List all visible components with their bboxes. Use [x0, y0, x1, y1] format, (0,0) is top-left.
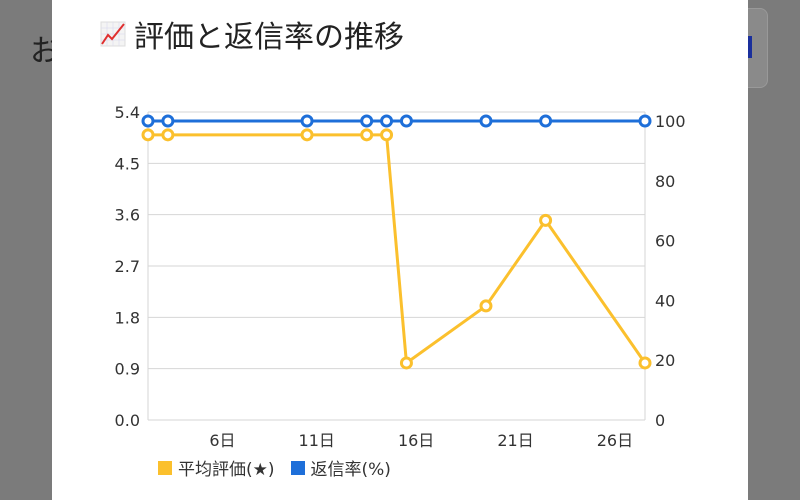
- legend: 平均評価(★) 返信率(%): [158, 455, 391, 480]
- legend-swatch-rating[interactable]: [158, 460, 172, 475]
- y-right-tick-label: 0: [655, 411, 665, 430]
- data-point-reply-rate: [399, 114, 413, 128]
- y-left-tick-label: 0.0: [115, 411, 140, 430]
- data-point-rating: [300, 128, 314, 142]
- legend-swatch-reply-rate[interactable]: [290, 460, 305, 475]
- x-tick-label: 26日: [597, 431, 633, 450]
- chart-increasing-icon: [100, 21, 126, 47]
- y-right-tick-label: 100: [655, 112, 686, 131]
- x-tick-label: 21日: [497, 431, 533, 450]
- legend-label-rating[interactable]: 平均評価(★): [178, 460, 275, 480]
- data-point-reply-rate: [300, 114, 314, 128]
- y-right-tick-label: 80: [655, 172, 675, 191]
- data-point-rating: [380, 128, 394, 142]
- data-point-rating: [479, 299, 493, 313]
- x-tick-label: 6日: [209, 431, 235, 450]
- y-left-tick-label: 3.6: [115, 206, 140, 225]
- y-left-tick-label: 2.7: [115, 257, 140, 276]
- title-text: 評価と返信率の推移: [134, 20, 404, 55]
- y-left-tick-label: 0.9: [115, 360, 140, 379]
- data-point-reply-rate: [360, 114, 374, 128]
- data-point-rating: [161, 128, 175, 142]
- data-point-rating: [360, 128, 374, 142]
- data-point-reply-rate: [380, 114, 394, 128]
- data-point-reply-rate: [141, 114, 155, 128]
- data-point-rating: [399, 356, 413, 370]
- series-line-rating: [148, 133, 647, 366]
- legend-label-reply-rate[interactable]: 返信率(%): [310, 460, 391, 480]
- chart-modal: [52, 0, 748, 500]
- data-point-reply-rate: [161, 114, 175, 128]
- background-link: [748, 36, 752, 58]
- y-left-tick-label: 5.4: [115, 103, 140, 122]
- x-tick-label: 16日: [398, 431, 434, 450]
- y-right-tick-label: 60: [655, 232, 675, 251]
- y-right-tick-label: 40: [655, 291, 675, 310]
- data-point-reply-rate: [539, 114, 553, 128]
- data-point-rating: [638, 356, 652, 370]
- y-left-tick-label: 1.8: [115, 308, 140, 327]
- data-point-reply-rate: [638, 114, 652, 128]
- y-right-tick-label: 20: [655, 351, 675, 370]
- data-point-rating: [539, 213, 553, 227]
- data-point-reply-rate: [479, 114, 493, 128]
- modal-title: 評価と返信率の推移: [100, 12, 404, 56]
- y-left-tick-label: 4.5: [115, 154, 140, 173]
- data-point-rating: [141, 128, 155, 142]
- x-tick-label: 11日: [299, 431, 335, 450]
